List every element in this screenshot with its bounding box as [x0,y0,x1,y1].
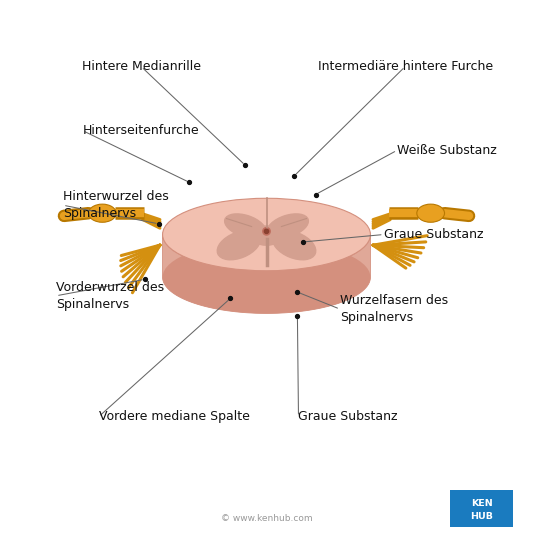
Circle shape [264,229,269,233]
Text: Wurzelfasern des
Spinalnervs: Wurzelfasern des Spinalnervs [340,294,448,324]
Ellipse shape [417,204,445,222]
Text: © www.kenhub.com: © www.kenhub.com [221,514,312,523]
Ellipse shape [267,214,309,238]
Text: Weiße Substanz: Weiße Substanz [397,144,497,157]
Ellipse shape [250,226,283,245]
Text: Intermediäre hintere Furche: Intermediäre hintere Furche [318,60,492,73]
Text: KEN: KEN [471,498,492,507]
Ellipse shape [273,231,316,260]
Text: Graue Substanz: Graue Substanz [298,410,398,423]
Polygon shape [163,235,370,313]
Text: HUB: HUB [471,512,493,521]
Ellipse shape [217,231,260,260]
Ellipse shape [163,198,370,271]
Text: Graue Substanz: Graue Substanz [384,228,483,241]
Text: Hintere Medianrille: Hintere Medianrille [82,60,201,73]
Text: Hinterseitenfurche: Hinterseitenfurche [83,124,199,137]
Ellipse shape [163,241,370,313]
Ellipse shape [224,214,266,238]
Text: Hinterwurzel des
Spinalnervs: Hinterwurzel des Spinalnervs [63,190,168,220]
Text: Vorderwurzel des
Spinalnervs: Vorderwurzel des Spinalnervs [56,281,164,311]
FancyBboxPatch shape [450,490,513,527]
Circle shape [263,228,270,235]
Text: Vordere mediane Spalte: Vordere mediane Spalte [99,410,249,423]
Ellipse shape [88,204,116,222]
